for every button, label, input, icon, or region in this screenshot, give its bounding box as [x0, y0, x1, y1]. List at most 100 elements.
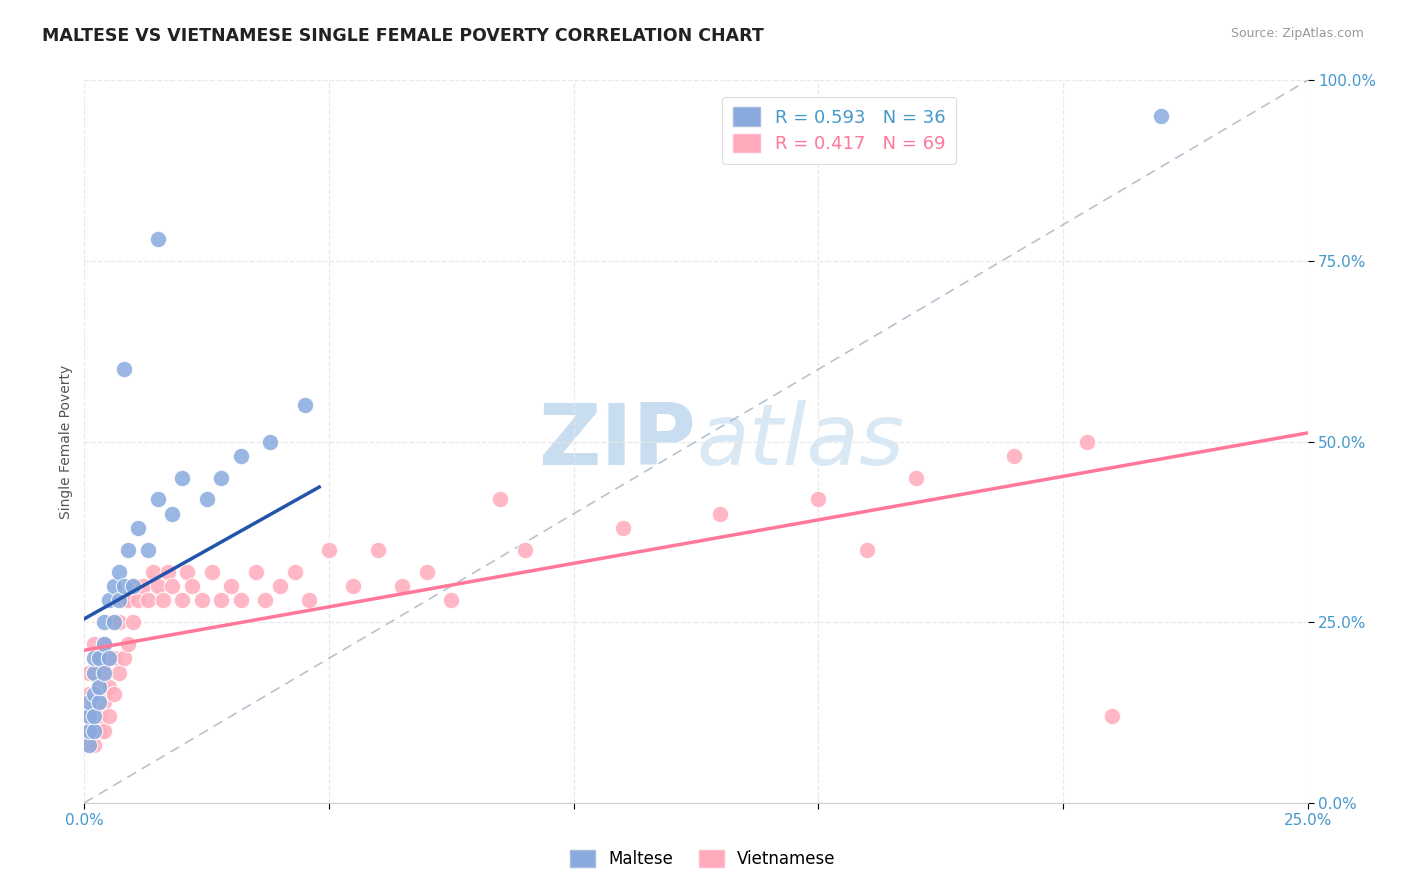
Point [1150, 110, 1173, 124]
Point [807, 492, 830, 507]
Point [342, 579, 364, 593]
Point [219, 579, 242, 593]
Point [294, 398, 316, 412]
Point [117, 593, 139, 607]
Point [97, 593, 120, 607]
Point [209, 593, 232, 607]
Point [83, 709, 105, 723]
Point [146, 492, 169, 507]
Point [87, 680, 110, 694]
Point [132, 579, 155, 593]
Point [77, 723, 100, 738]
Point [136, 542, 159, 557]
Point [112, 579, 135, 593]
Point [77, 738, 100, 752]
Point [87, 695, 110, 709]
Point [127, 593, 149, 607]
Point [97, 709, 120, 723]
Point [122, 579, 145, 593]
Point [259, 434, 281, 449]
Point [612, 521, 634, 535]
Point [146, 579, 169, 593]
Point [87, 651, 110, 665]
Point [172, 593, 194, 607]
Point [77, 695, 100, 709]
Point [122, 615, 145, 630]
Point [93, 695, 115, 709]
Point [103, 579, 125, 593]
Point [83, 637, 105, 651]
Point [93, 723, 115, 738]
Point [112, 651, 135, 665]
Point [103, 615, 125, 630]
Point [83, 723, 105, 738]
Point [152, 593, 174, 607]
Point [416, 565, 439, 579]
Point [87, 709, 110, 723]
Legend: Maltese, Vietnamese: Maltese, Vietnamese [564, 843, 842, 875]
Point [195, 492, 218, 507]
Point [87, 723, 110, 738]
Point [318, 542, 340, 557]
Legend: R = 0.593   N = 36, R = 0.417   N = 69: R = 0.593 N = 36, R = 0.417 N = 69 [723, 96, 956, 164]
Point [112, 362, 135, 376]
Point [97, 680, 120, 694]
Point [77, 723, 100, 738]
Point [83, 738, 105, 752]
Point [245, 565, 267, 579]
Point [87, 680, 110, 694]
Point [103, 651, 125, 665]
Point [77, 665, 100, 680]
Point [122, 579, 145, 593]
Point [93, 615, 115, 630]
Point [93, 665, 115, 680]
Point [83, 665, 105, 680]
Point [254, 593, 277, 607]
Point [87, 651, 110, 665]
Point [156, 565, 179, 579]
Point [229, 593, 252, 607]
Point [200, 565, 222, 579]
Point [93, 665, 115, 680]
Point [83, 695, 105, 709]
Text: Source: ZipAtlas.com: Source: ZipAtlas.com [1230, 27, 1364, 40]
Point [142, 565, 165, 579]
Point [117, 542, 139, 557]
Point [162, 579, 184, 593]
Point [83, 651, 105, 665]
Point [77, 687, 100, 701]
Point [209, 470, 232, 484]
Point [1076, 434, 1098, 449]
Point [107, 565, 129, 579]
Point [856, 542, 879, 557]
Point [191, 593, 214, 607]
Point [269, 579, 291, 593]
Point [107, 665, 129, 680]
Point [905, 470, 928, 484]
Text: ZIP: ZIP [538, 400, 696, 483]
Point [1101, 709, 1123, 723]
Point [97, 651, 120, 665]
Text: atlas: atlas [696, 400, 904, 483]
Point [77, 738, 100, 752]
Point [103, 687, 125, 701]
Point [709, 507, 731, 521]
Point [97, 651, 120, 665]
Point [107, 593, 129, 607]
Point [513, 542, 536, 557]
Point [77, 709, 100, 723]
Point [284, 565, 307, 579]
Point [181, 579, 204, 593]
Point [146, 232, 169, 246]
Point [83, 723, 105, 738]
Point [489, 492, 512, 507]
Point [136, 593, 159, 607]
Y-axis label: Single Female Poverty: Single Female Poverty [59, 365, 73, 518]
Point [229, 449, 252, 463]
Point [117, 637, 139, 651]
Point [440, 593, 463, 607]
Point [298, 593, 321, 607]
Point [112, 593, 135, 607]
Point [83, 665, 105, 680]
Point [93, 637, 115, 651]
